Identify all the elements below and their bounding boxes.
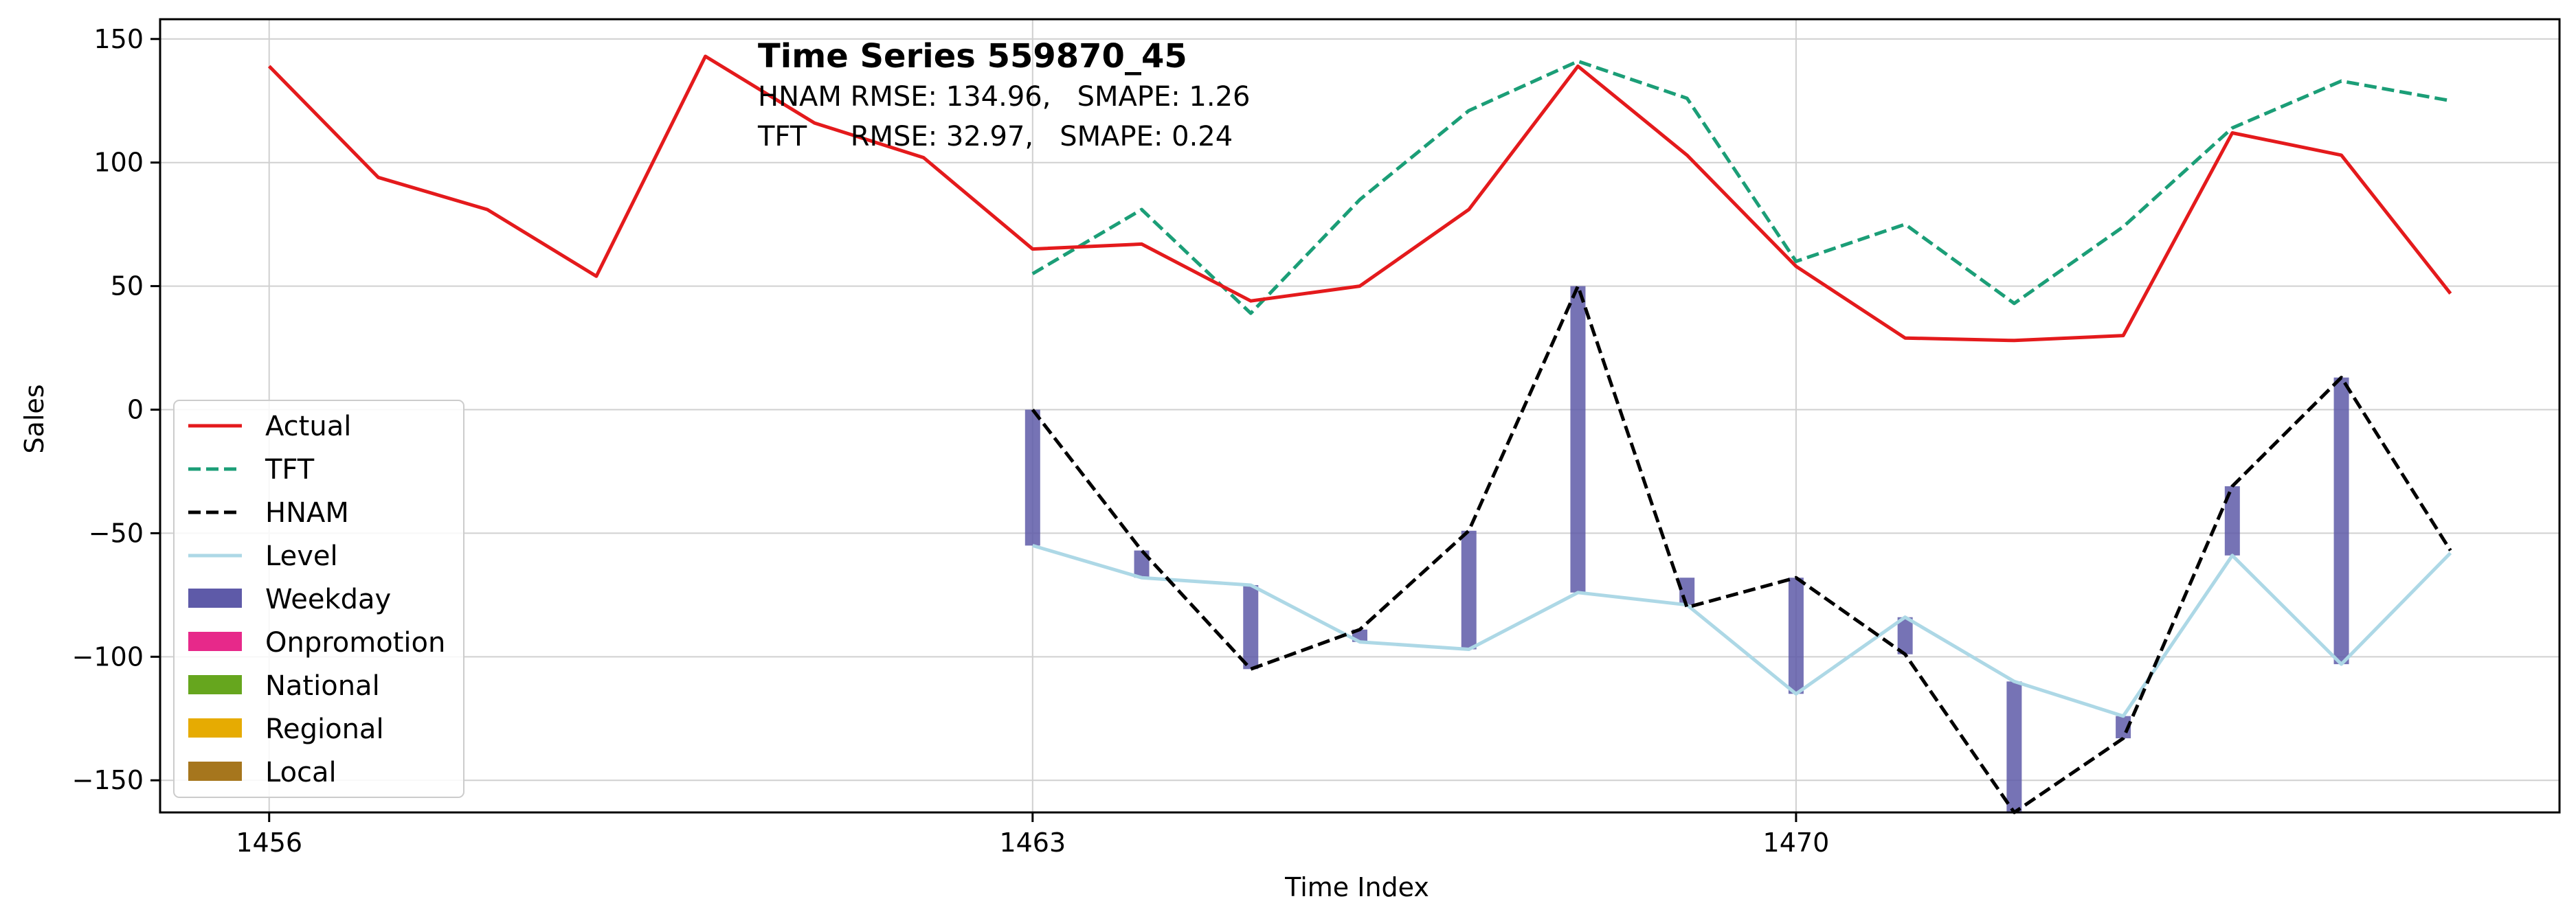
x-axis-label: Time Index [1284,872,1429,902]
weekday-bar [1461,530,1477,650]
x-tick-label: 1463 [999,828,1066,858]
tft-metrics: TFT RMSE: 32.97, SMAPE: 0.24 [757,121,1233,152]
component-bars [1024,286,2349,812]
y-axis-label: Sales [19,384,49,453]
weekday-bar [2006,681,2022,812]
legend-swatch-regional [188,718,242,738]
x-tick-label: 1456 [236,828,302,858]
weekday-bar [1679,578,1695,605]
weekday-bar [1134,550,1150,578]
legend-swatch-weekday [188,589,242,608]
legend-label-weekday: Weekday [265,584,391,615]
y-tick-label: 50 [111,271,144,301]
legend-label-onpromotion: Onpromotion [265,627,445,659]
plot-frame [159,18,2561,814]
axis-ticks: 150 100 50 0 −50 −100 −150 1456 1463 1470 [72,24,1830,858]
grid [160,19,2560,812]
series-lines [267,54,2452,814]
legend-label-actual: Actual [265,411,351,442]
legend-label-regional: Regional [265,714,384,745]
legend-swatch-local [188,762,242,781]
y-tick-label: 100 [93,148,144,178]
y-tick-label: −50 [89,518,144,548]
weekday-bar [1024,409,1040,546]
actual-series-line [267,54,2452,343]
y-tick-label: −100 [72,641,144,672]
legend-label-level: Level [265,540,338,572]
legend-label-hnam: HNAM [265,497,349,529]
legend: Actual TFT HNAM Level Weekday Onpromotio… [173,400,464,798]
x-tick-label: 1470 [1763,828,1830,858]
legend-swatch-national [188,675,242,694]
chart-title: Time Series 559870_45 [758,37,1187,76]
legend-box [173,400,464,798]
weekday-bar [1788,578,1804,694]
hnam-metrics: HNAM RMSE: 134.96, SMAPE: 1.26 [758,81,1250,113]
weekday-bar [1570,286,1586,593]
level-series-line [1032,544,2452,718]
tft-series-line [1031,59,2451,315]
weekday-bar [1243,584,1259,670]
legend-swatch-onpromotion [188,632,242,651]
hnam-series-line [1031,284,2452,814]
y-tick-label: 0 [127,395,144,425]
weekday-bar [2333,377,2349,665]
weekday-bar [1897,617,1913,654]
y-tick-label: 150 [93,24,144,54]
legend-label-national: National [265,670,380,702]
legend-label-tft: TFT [265,454,315,486]
legend-label-local: Local [265,757,337,788]
y-tick-label: −150 [72,765,144,795]
weekday-bar [2224,486,2240,556]
